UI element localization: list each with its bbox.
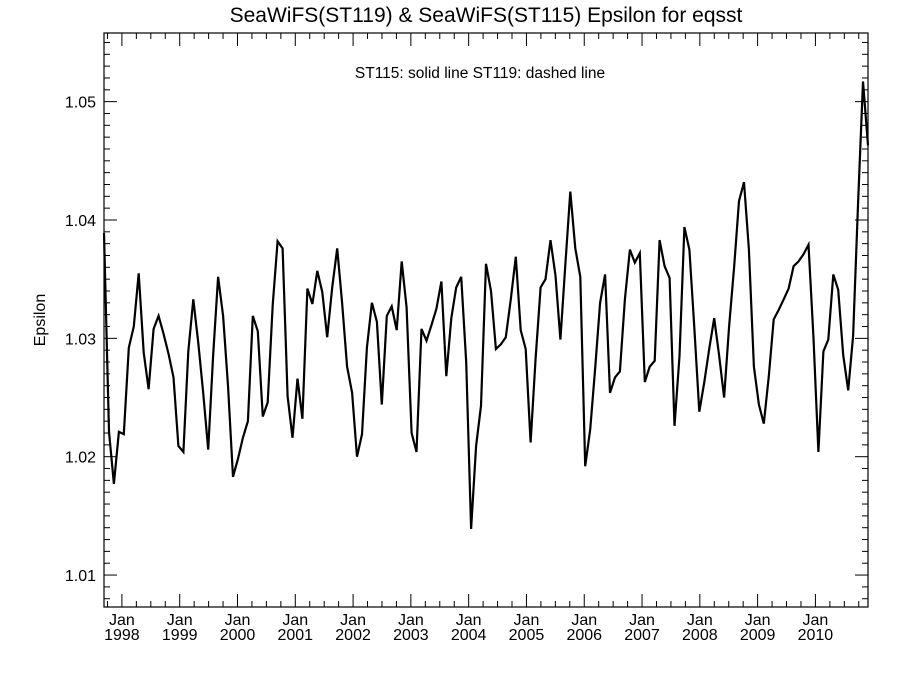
y-tick-label: 1.02 xyxy=(65,450,96,467)
x-tick-month: Jan xyxy=(629,612,655,629)
series-line-st115 xyxy=(102,81,870,529)
y-tick-label: 1.04 xyxy=(65,213,96,230)
x-tick-year: 1999 xyxy=(162,627,198,644)
y-tick-label: 1.05 xyxy=(65,95,96,112)
series-annotation: ST115: solid line ST119: dashed line xyxy=(355,65,605,82)
x-tick-month: Jan xyxy=(745,612,771,629)
y-axis-label: Epsilon xyxy=(32,294,49,346)
x-tick-year: 2000 xyxy=(220,627,256,644)
x-tick-month: Jan xyxy=(340,612,366,629)
x-tick-year: 2010 xyxy=(798,627,834,644)
x-tick-month: Jan xyxy=(456,612,482,629)
chart-title: SeaWiFS(ST119) & SeaWiFS(ST115) Epsilon … xyxy=(230,4,743,27)
plot-frame xyxy=(103,32,869,608)
x-tick-month: Jan xyxy=(514,612,540,629)
x-tick-year: 2009 xyxy=(740,627,776,644)
x-tick-month: Jan xyxy=(109,612,135,629)
x-tick-year: 2006 xyxy=(566,627,602,644)
x-tick-year: 2002 xyxy=(335,627,371,644)
axis-ticks xyxy=(104,33,868,607)
y-tick-label: 1.01 xyxy=(65,568,96,585)
x-tick-year: 2005 xyxy=(509,627,545,644)
x-tick-year: 2003 xyxy=(393,627,429,644)
x-tick-year: 2008 xyxy=(682,627,718,644)
x-tick-month: Jan xyxy=(687,612,713,629)
x-tick-month: Jan xyxy=(225,612,251,629)
x-tick-month: Jan xyxy=(282,612,308,629)
x-tick-year: 2001 xyxy=(277,627,313,644)
x-tick-month: Jan xyxy=(571,612,597,629)
series-lines xyxy=(102,81,870,529)
x-tick-year: 2007 xyxy=(624,627,660,644)
x-tick-month: Jan xyxy=(803,612,829,629)
y-tick-label: 1.03 xyxy=(65,331,96,348)
x-tick-month: Jan xyxy=(398,612,424,629)
x-tick-year: 1998 xyxy=(104,627,140,644)
x-tick-year: 2004 xyxy=(451,627,487,644)
x-tick-month: Jan xyxy=(167,612,193,629)
tick-labels: 1.011.021.031.041.05Jan1998Jan1999Jan200… xyxy=(65,95,833,644)
